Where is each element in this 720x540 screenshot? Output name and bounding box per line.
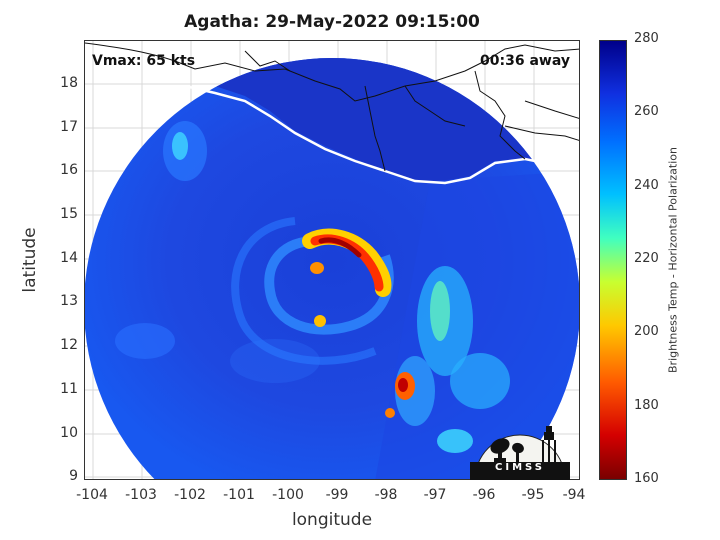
colorbar-tick-label: 160 bbox=[634, 471, 659, 486]
x-tick-label: -103 bbox=[125, 487, 157, 503]
time-away-annotation: 00:36 away bbox=[480, 53, 570, 69]
y-tick-label: 15 bbox=[60, 206, 78, 222]
y-tick-label: 18 bbox=[60, 75, 78, 91]
cimss-logo bbox=[470, 426, 570, 480]
x-tick-label: -102 bbox=[174, 487, 206, 503]
map-plot-area bbox=[84, 40, 580, 480]
colorbar-tick-label: 200 bbox=[634, 324, 659, 339]
colorbar-tick-label: 180 bbox=[634, 398, 659, 413]
colorbar-label: Brightness Temp - Horizontal Polarizatio… bbox=[666, 147, 680, 373]
y-tick-label: 9 bbox=[69, 468, 78, 484]
y-tick-label: 10 bbox=[60, 425, 78, 441]
colorbar-tick-label: 240 bbox=[634, 178, 659, 193]
country-borders bbox=[85, 42, 579, 172]
y-tick-label: 13 bbox=[60, 293, 78, 309]
y-tick-label: 17 bbox=[60, 119, 78, 135]
colorbar bbox=[599, 40, 627, 480]
colorbar-tick-label: 280 bbox=[634, 31, 659, 46]
y-tick-label: 14 bbox=[60, 250, 78, 266]
x-tick-label: -100 bbox=[272, 487, 304, 503]
y-tick-label: 11 bbox=[60, 381, 78, 397]
x-axis-label: longitude bbox=[291, 510, 373, 530]
x-tick-label: -96 bbox=[472, 487, 496, 503]
chart-title: Agatha: 29-May-2022 09:15:00 bbox=[184, 12, 480, 32]
y-tick-label: 12 bbox=[60, 337, 78, 353]
x-tick-label: -94 bbox=[562, 487, 586, 503]
y-axis-label: latitude bbox=[20, 227, 40, 293]
x-tick-label: -97 bbox=[423, 487, 447, 503]
vmax-annotation: Vmax: 65 kts bbox=[92, 53, 196, 69]
colorbar-tick-label: 260 bbox=[634, 104, 659, 119]
logo-text: CIMSS bbox=[495, 462, 545, 473]
x-tick-label: -99 bbox=[325, 487, 349, 503]
x-tick-label: -95 bbox=[521, 487, 545, 503]
colorbar-tick-label: 220 bbox=[634, 251, 659, 266]
y-tick-label: 16 bbox=[60, 162, 78, 178]
x-tick-label: -101 bbox=[223, 487, 255, 503]
brightness-temp-field bbox=[85, 58, 579, 479]
satellite-map bbox=[85, 41, 579, 479]
x-tick-label: -104 bbox=[76, 487, 108, 503]
x-tick-label: -98 bbox=[374, 487, 398, 503]
